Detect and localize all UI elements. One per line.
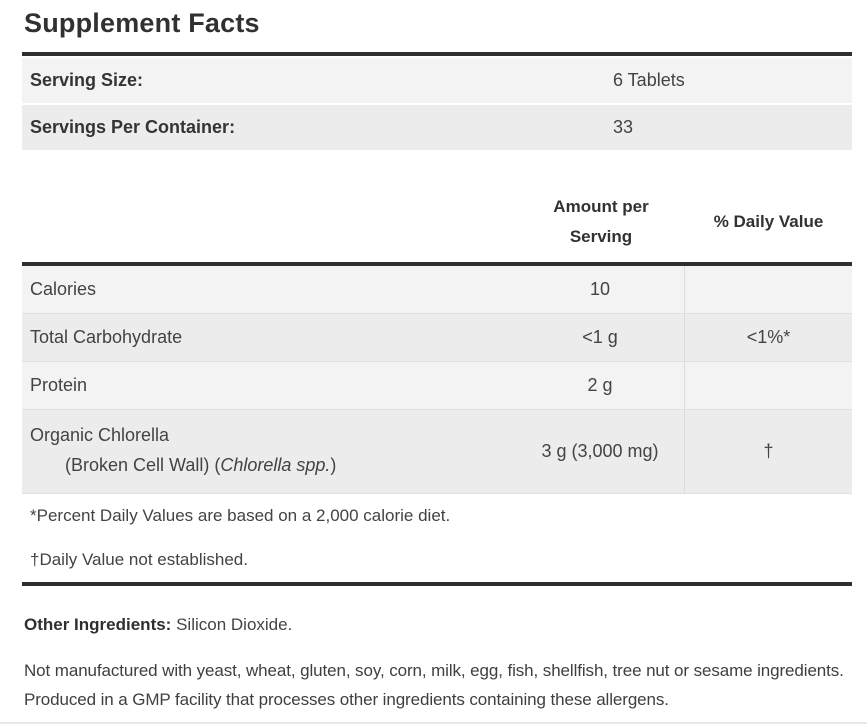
serving-size-row: Serving Size: 6 Tablets [22, 58, 852, 103]
divider-top [22, 52, 852, 56]
nutrient-amount: 2 g [587, 374, 613, 395]
servings-per-container-value: 33 [613, 117, 634, 137]
nutrient-amount: <1 g [582, 326, 618, 347]
nutrient-latin-name: Chlorella spp. [220, 454, 331, 475]
allergen-statement: Not manufactured with yeast, wheat, glut… [24, 660, 844, 709]
amount-per-serving-header-text: Amount per Serving [553, 197, 649, 246]
spacer [22, 150, 852, 186]
table-header-row: Amount per Serving % Daily Value [22, 186, 852, 262]
nutrient-daily-value [684, 361, 852, 409]
table-row-calories: Calories 10 [22, 265, 852, 314]
servings-per-container-label: Servings Per Container: [30, 117, 236, 137]
divider-table-top [22, 261, 852, 266]
amount-per-serving-header: Amount per Serving [517, 192, 685, 252]
divider-bottom [0, 721, 867, 726]
nutrient-name-sub-suffix: ) [330, 454, 337, 475]
divider-table-bottom [22, 581, 852, 586]
nutrient-name-line2: (Broken Cell Wall) (Chlorella spp.) [30, 455, 516, 476]
page-title: Supplement Facts [24, 8, 260, 38]
nutrient-name: Protein [30, 374, 88, 395]
nutrient-daily-value: † [684, 409, 852, 493]
nutrient-daily-value: <1%* [684, 313, 852, 361]
other-ingredients: Other Ingredients: Silicon Dioxide. [24, 615, 852, 635]
nutrient-name: Organic Chlorella (Broken Cell Wall) (Ch… [22, 410, 516, 493]
serving-size-label: Serving Size: [30, 70, 144, 90]
nutrient-name-sub-prefix: (Broken Cell Wall) ( [65, 454, 221, 475]
table-row-total-carbohydrate: Total Carbohydrate <1 g <1%* [22, 313, 852, 362]
nutrient-name: Total Carbohydrate [30, 326, 183, 347]
nutrient-name: Calories [30, 278, 97, 299]
nutrient-daily-value [684, 265, 852, 313]
footnote-percent-daily-values: *Percent Daily Values are based on a 2,0… [22, 493, 852, 538]
nutrient-name-line1: Organic Chlorella [30, 424, 170, 445]
nutrient-amount: 3 g (3,000 mg) [541, 440, 659, 461]
other-ingredients-value: Silicon Dioxide. [171, 614, 293, 634]
other-ingredients-label: Other Ingredients: [24, 614, 172, 634]
servings-per-container-row: Servings Per Container: 33 [22, 105, 852, 150]
table-row-organic-chlorella: Organic Chlorella (Broken Cell Wall) (Ch… [22, 409, 852, 494]
footnote-daily-value-not-established: †Daily Value not established. [22, 537, 852, 582]
daily-value-header: % Daily Value [713, 211, 824, 231]
nutrient-amount: 10 [589, 278, 611, 299]
serving-size-value: 6 Tablets [613, 70, 685, 90]
table-row-protein: Protein 2 g [22, 361, 852, 410]
